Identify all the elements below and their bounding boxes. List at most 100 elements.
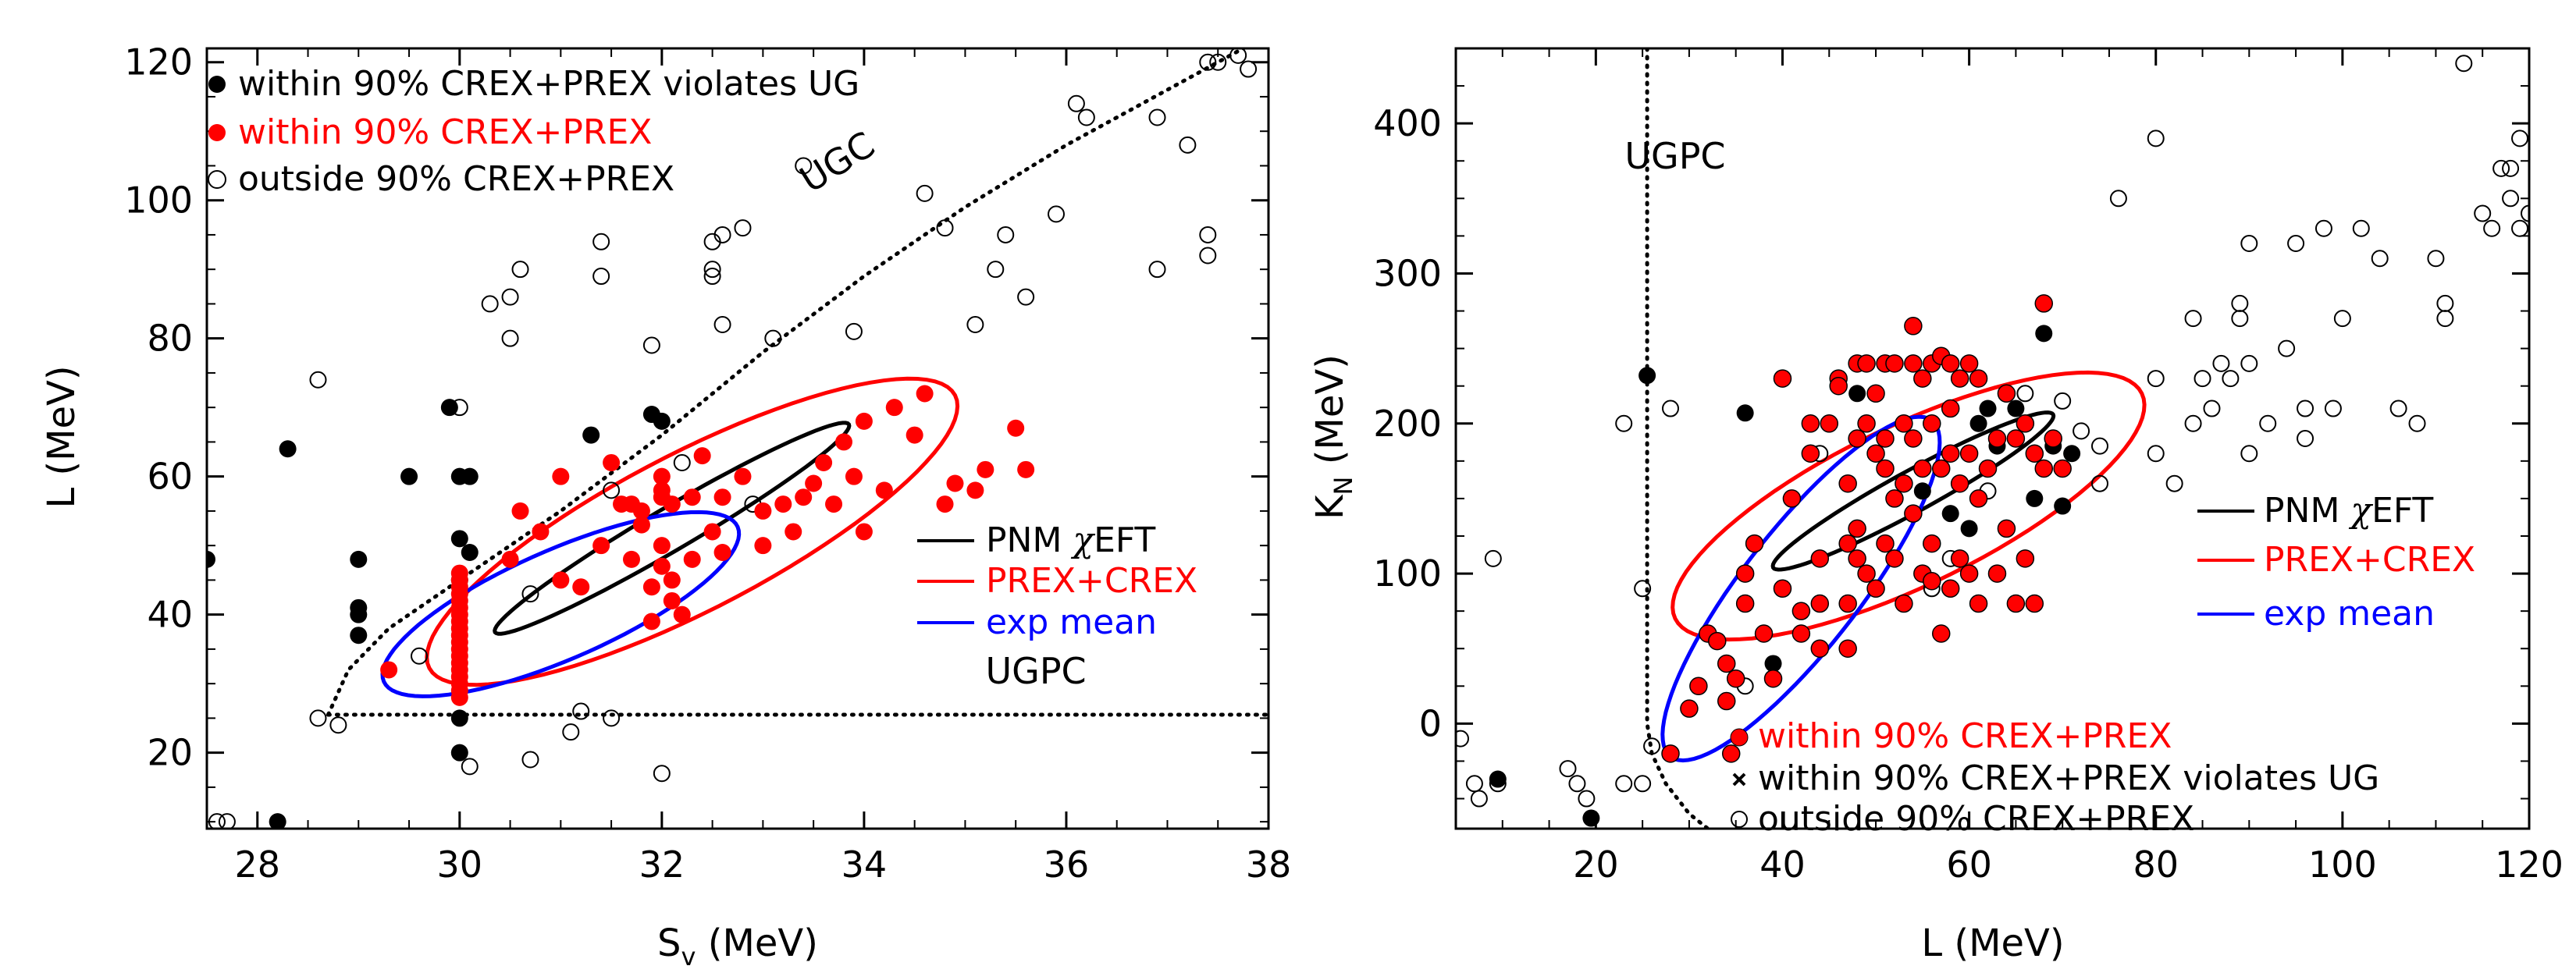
point-violates-ug	[450, 530, 468, 548]
legend-prex-label: PREX+CREX	[2264, 540, 2475, 580]
left-panel: UGC UGPC 28 30 32 34 36 38 20 40 60 80 100 120 Sv (…	[40, 41, 1291, 971]
point-outside	[461, 758, 479, 776]
point-within	[653, 481, 671, 499]
point-within	[1950, 549, 1969, 568]
point-outside	[916, 184, 934, 202]
point-violates-ug	[1736, 404, 1754, 422]
point-within	[1680, 699, 1699, 718]
point-within	[713, 488, 731, 506]
point-outside	[592, 268, 610, 286]
point-within	[1791, 602, 1811, 620]
legend-black-label: within 90% CREX+PREX violates UG	[1758, 758, 2379, 798]
point-within	[642, 613, 660, 630]
point-outside	[2203, 399, 2221, 417]
point-violates-ug	[2035, 325, 2053, 343]
legend-marker-red	[1730, 728, 1749, 747]
point-outside	[1048, 205, 1065, 223]
point-outside	[2278, 339, 2296, 357]
point-within	[713, 544, 731, 562]
legend-open-label: outside 90% CREX+PREX	[238, 159, 674, 199]
point-within	[1885, 354, 1904, 373]
point-within	[1959, 564, 1979, 583]
point-within	[1876, 459, 1895, 478]
point-within	[1754, 624, 1774, 643]
point-outside	[2287, 235, 2305, 252]
point-within	[2006, 429, 2026, 448]
point-outside	[2240, 354, 2258, 372]
point-within	[1913, 369, 1932, 388]
point-outside	[713, 225, 731, 243]
x-tick-label: 32	[639, 843, 685, 886]
point-outside	[592, 233, 610, 250]
point-outside	[2184, 414, 2202, 432]
point-within	[2034, 459, 2054, 478]
boundary-label-ugc: UGC	[792, 123, 882, 201]
point-within	[785, 523, 802, 541]
left-plot-frame	[205, 47, 1270, 830]
point-outside	[2212, 354, 2230, 372]
boundary-ugpc	[1645, 48, 1710, 829]
point-within	[754, 502, 772, 520]
point-outside	[2371, 250, 2389, 268]
point-outside	[2436, 310, 2454, 328]
point-outside	[2427, 250, 2445, 268]
left-x-ticks: 28 30 32 34 36 38	[206, 48, 1291, 886]
point-within	[1866, 444, 1885, 463]
point-within	[885, 399, 903, 417]
point-outside	[603, 709, 621, 727]
point-outside	[2184, 310, 2202, 328]
point-within	[380, 661, 398, 679]
point-violates-ug	[1489, 770, 1507, 788]
point-violates-ug	[461, 544, 479, 562]
point-within	[1931, 624, 1951, 643]
point-violates-ug	[653, 412, 671, 430]
point-outside	[997, 225, 1015, 243]
point-outside	[2240, 445, 2258, 463]
point-outside	[603, 481, 621, 499]
point-outside	[2297, 430, 2314, 447]
point-outside	[2147, 370, 2165, 388]
y-tick-label: 0	[1419, 702, 1442, 744]
point-within	[1838, 474, 1857, 493]
point-within	[552, 467, 570, 485]
point-within	[845, 467, 863, 485]
point-within	[632, 502, 650, 520]
legend-prex-label: PREX+CREX	[986, 561, 1197, 601]
point-within	[1745, 534, 1764, 553]
point-outside	[936, 219, 954, 237]
legend-red-label: within 90% CREX+PREX	[238, 112, 652, 152]
point-within	[1801, 444, 1820, 463]
point-within	[703, 523, 721, 541]
point-violates-ug	[450, 744, 468, 762]
point-violates-ug	[461, 467, 479, 485]
point-outside	[1615, 775, 1633, 793]
x-tick-label: 30	[437, 843, 483, 886]
right-plot-frame	[1454, 47, 2531, 830]
point-within	[2025, 594, 2044, 613]
legend-pnm-label: PNM χEFT	[986, 520, 1155, 560]
point-within	[1007, 419, 1025, 437]
legend-marker-black	[208, 76, 226, 93]
point-outside	[329, 716, 347, 734]
point-violates-ug	[350, 605, 368, 623]
y-tick-label: 100	[1373, 552, 1442, 595]
point-within	[1904, 317, 1923, 336]
point-within	[1810, 639, 1830, 658]
point-within	[1950, 474, 1969, 493]
point-violates-ug	[1969, 414, 1987, 432]
point-within	[1661, 744, 1680, 763]
point-violates-ug	[269, 813, 286, 829]
point-violates-ug	[1764, 655, 1782, 673]
point-within	[2053, 459, 2072, 478]
point-outside	[764, 329, 782, 347]
point-within	[1950, 369, 1969, 388]
point-within	[693, 447, 711, 465]
point-within	[1820, 414, 1839, 433]
point-within	[1923, 571, 1941, 591]
point-outside	[734, 219, 752, 237]
ellipse-pnm-chieft	[493, 421, 852, 636]
point-outside	[1240, 60, 1258, 78]
point-violates-ug	[279, 440, 297, 458]
point-within	[1987, 429, 2007, 448]
point-within	[1978, 459, 1998, 478]
